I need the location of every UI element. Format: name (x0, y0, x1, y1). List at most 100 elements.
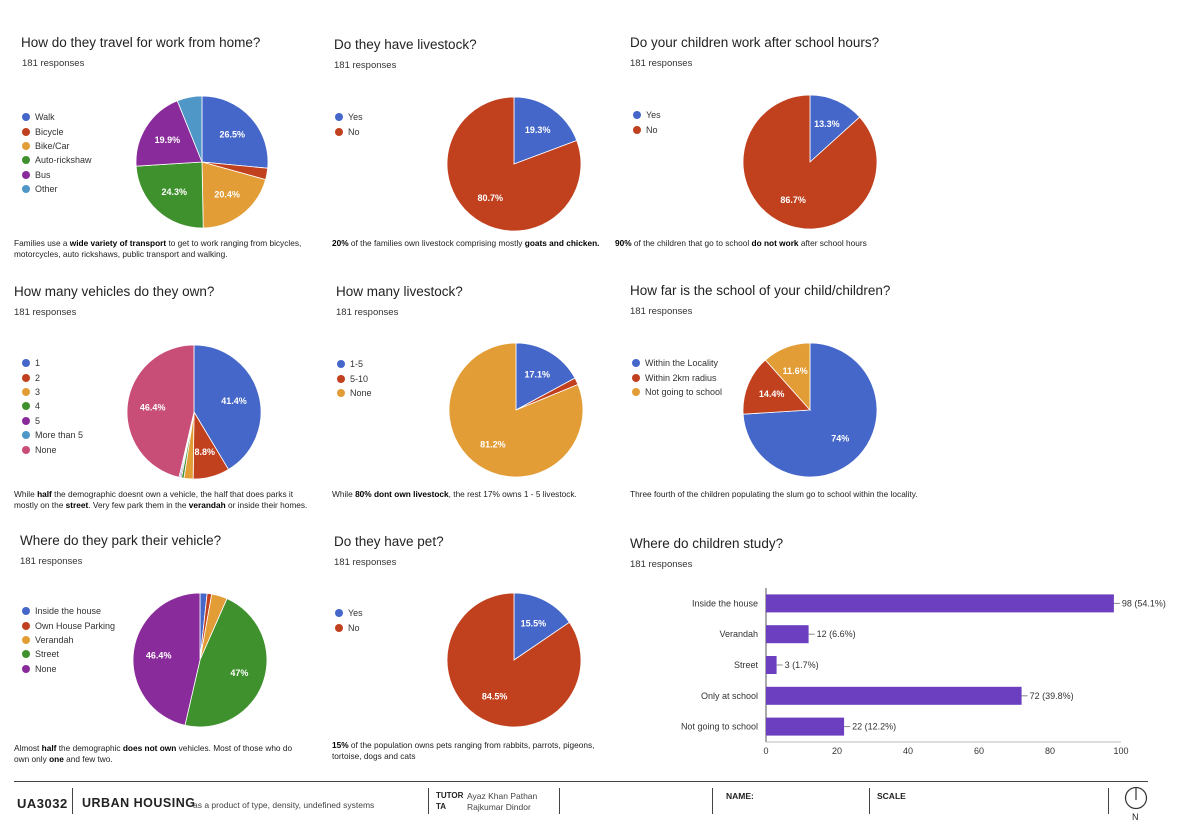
legend-swatch (335, 609, 343, 618)
footer-divider (559, 788, 560, 814)
legend-item: Walk (22, 110, 92, 124)
slice-label: 19.3% (525, 125, 551, 135)
legend-swatch (22, 635, 30, 644)
pie-slice (184, 598, 268, 728)
legend-swatch (22, 621, 30, 630)
caption-text: half (37, 489, 52, 499)
chart-title: How many livestock? (336, 284, 463, 299)
legend-item: Street (22, 647, 115, 661)
slice-label: 17.1% (525, 369, 551, 379)
caption-text: 20% (332, 238, 349, 248)
footer-divider (428, 788, 429, 814)
slice-label: 13.3% (814, 119, 840, 129)
x-tick-label: 60 (974, 746, 984, 756)
legend-swatch (22, 185, 30, 194)
response-count: 181 responses (630, 306, 693, 317)
chart-title: How many vehicles do they own? (14, 284, 215, 299)
legend-item: Bus (22, 168, 92, 182)
slice-label: 26.5% (220, 130, 246, 140)
pie-slice (513, 96, 578, 165)
chart-caption: Almost half the demographic does not own… (14, 743, 304, 764)
slice-label: 46.4% (146, 650, 172, 660)
slice-label: 8.8% (195, 447, 216, 457)
category-label: Inside the house (692, 598, 758, 608)
chart-caption: 20% of the families own livestock compri… (332, 238, 602, 249)
response-count: 181 responses (22, 58, 85, 69)
caption-text: of the families own livestock comprising… (348, 238, 525, 248)
legend-label: Yes (348, 112, 363, 123)
chart-caption: Families use a wide variety of transport… (14, 238, 334, 259)
footer-divider (1108, 788, 1109, 814)
legend-item: Yes (633, 108, 661, 122)
caption-text: verandah (188, 499, 226, 510)
pie-legend: Yes No (633, 108, 661, 137)
footer-divider (72, 788, 73, 814)
caption-text: 15% (332, 740, 349, 750)
caption-text: and few two. (63, 753, 113, 764)
legend-label: Not going to school (645, 386, 723, 397)
x-tick-label: 20 (832, 746, 842, 756)
legend-item: No (633, 122, 661, 136)
ta-label: TA (436, 802, 447, 811)
pie-slice (742, 359, 811, 415)
legend-label: 4 (35, 401, 41, 412)
pie-legend: 1-5 5-10 None (337, 357, 372, 400)
pie-slice (513, 592, 570, 661)
response-count: 181 responses (20, 556, 83, 567)
pie-slice (201, 161, 267, 229)
pie-legend: Yes No (335, 110, 363, 139)
bar (766, 625, 809, 644)
legend-label: No (646, 124, 658, 135)
legend-swatch (335, 623, 343, 632)
pie-legend: Walk Bicycle Bike/Car Auto-rickshaw Bus Other (22, 110, 92, 196)
response-count: 181 responses (630, 58, 693, 69)
caption-text: wide variety of transport (69, 238, 167, 248)
caption-text: Almost (14, 743, 42, 753)
pie-legend: 1 2 3 4 5 More than 5 None (22, 356, 83, 457)
legend-swatch (22, 607, 30, 616)
caption-text: to get to work ranging from bicycles, mo… (14, 238, 302, 259)
legend-item: Own House Parking (22, 618, 115, 632)
legend-label: Bicycle (35, 126, 64, 137)
pie-slice (446, 96, 582, 232)
course-code: UA3032 (17, 796, 68, 811)
caption-text: of the population owns pets ranging from… (332, 740, 595, 761)
x-tick-label: 40 (903, 746, 913, 756)
response-count: 181 responses (336, 307, 399, 318)
response-count: 181 responses (630, 559, 693, 570)
chart-title: How far is the school of your child/chil… (630, 283, 891, 298)
legend-label: Within 2km radius (645, 372, 717, 383)
footer-divider (712, 788, 713, 814)
legend-label: 3 (35, 386, 41, 397)
tutor-name: Ayaz Khan Pathan (467, 791, 538, 801)
caption-text: after school hours (798, 238, 867, 248)
slice-label: 14.4% (759, 389, 785, 399)
slice-label: 15.5% (521, 618, 547, 628)
pie-slice (764, 342, 811, 412)
legend-item: Yes (335, 606, 363, 620)
chart-caption: 90% of the children that go to school do… (615, 238, 935, 249)
bar (766, 686, 1022, 705)
legend-label: None (350, 387, 372, 398)
response-count: 181 responses (14, 307, 77, 318)
legend-label: Inside the house (35, 606, 102, 617)
caption-text: While (14, 489, 38, 499)
caption-text: , the rest 17% owns 1 - 5 livestock. (448, 489, 577, 499)
caption-text: 80% dont own livestock (355, 489, 449, 499)
caption-text: . Very few park them in the (88, 499, 189, 510)
caption-text: vehicles. Most of those who do own only (14, 743, 293, 764)
caption-text: or inside their homes. (225, 499, 308, 510)
north-label: N (1132, 812, 1139, 822)
footer-rule (14, 781, 1148, 782)
project-title: URBAN HOUSING (82, 796, 196, 810)
pie-slice (448, 342, 584, 478)
legend-item: Inside the house (22, 604, 115, 618)
legend-item: 2 (22, 370, 83, 384)
legend-label: 1-5 (350, 359, 364, 370)
legend-item: 5 (22, 414, 83, 428)
